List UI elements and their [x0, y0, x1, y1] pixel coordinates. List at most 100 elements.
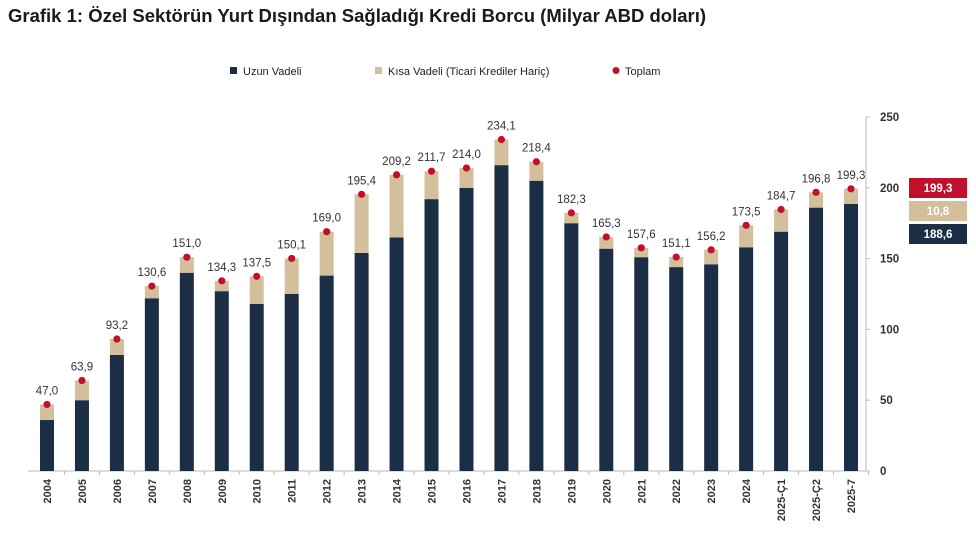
toplam-marker [567, 209, 575, 217]
bar-kisa-vadeli [669, 257, 684, 268]
x-tick-label: 2007 [147, 479, 159, 503]
x-tick-label: 2005 [77, 479, 89, 503]
data-label: 47,0 [36, 385, 58, 397]
bar-uzun-vadeli [564, 223, 579, 471]
bar-uzun-vadeli [109, 354, 124, 471]
callout-box [909, 224, 967, 244]
toplam-marker [462, 164, 471, 172]
toplam-marker [392, 171, 401, 179]
x-tick-label: 2021 [636, 479, 648, 503]
bar-uzun-vadeli [40, 420, 54, 471]
bar-uzun-vadeli [774, 231, 789, 471]
bar-kisa-vadeli [214, 280, 229, 292]
bar-kisa-vadeli [494, 139, 509, 166]
bar-uzun-vadeli [459, 187, 474, 472]
legend-marker [612, 67, 620, 74]
data-label: 209,2 [382, 156, 411, 168]
bar-uzun-vadeli [249, 303, 264, 471]
toplam-marker [742, 221, 750, 229]
data-label: 195,4 [347, 175, 376, 187]
x-tick-label: 2018 [531, 479, 543, 503]
bar-kisa-vadeli [249, 276, 264, 304]
bar-uzun-vadeli [529, 180, 544, 471]
callout-label: 10,8 [927, 206, 950, 218]
bar-uzun-vadeli [284, 294, 299, 471]
data-label: 63,9 [71, 362, 93, 374]
bar-kisa-vadeli [40, 404, 54, 421]
legend-label: Toplam [625, 66, 660, 78]
toplam-marker [288, 254, 296, 263]
data-label: 165,3 [592, 218, 621, 230]
bar-uzun-vadeli [669, 267, 684, 471]
bar-uzun-vadeli [74, 400, 89, 471]
y-tick-label: 150 [880, 254, 899, 266]
bar-kisa-vadeli [844, 188, 858, 204]
data-label: 156,2 [697, 231, 726, 243]
bar-uzun-vadeli [739, 247, 754, 471]
data-label: 134,3 [207, 262, 236, 274]
data-label: 182,3 [557, 194, 586, 206]
bar-uzun-vadeli [144, 298, 159, 471]
data-label: 150,1 [277, 239, 306, 251]
toplam-marker [43, 400, 51, 409]
x-tick-label: 2025-7 [846, 479, 858, 513]
callout-box [909, 201, 967, 221]
toplam-marker [358, 190, 366, 198]
x-tick-label: 2020 [601, 479, 613, 503]
y-tick-label: 0 [880, 466, 886, 478]
data-label: 173,5 [732, 206, 761, 218]
bar-kisa-vadeli [564, 212, 579, 224]
x-tick-label: 2017 [496, 479, 508, 503]
bar-kisa-vadeli [284, 258, 299, 294]
data-label: 169,0 [312, 213, 341, 225]
bar-kisa-vadeli [354, 194, 369, 253]
toplam-marker [323, 228, 331, 236]
x-tick-label: 2025-Ç1 [776, 479, 788, 521]
x-tick-label: 2011 [287, 479, 299, 503]
data-label: 184,7 [767, 190, 796, 202]
data-label: 130,6 [137, 267, 166, 279]
x-tick-label: 2015 [427, 479, 439, 503]
data-label: 211,7 [418, 152, 446, 164]
x-tick-label: 2016 [461, 479, 473, 503]
bar-kisa-vadeli [774, 209, 789, 232]
toplam-marker [497, 135, 506, 144]
bar-kisa-vadeli [739, 225, 754, 248]
toplam-marker [847, 185, 855, 193]
toplam-marker [218, 277, 226, 285]
toplam-marker [637, 244, 645, 252]
bar-uzun-vadeli [354, 252, 369, 471]
bar-kisa-vadeli [179, 257, 194, 273]
bar-uzun-vadeli [844, 203, 858, 472]
bar-uzun-vadeli [704, 264, 719, 471]
toplam-marker [427, 167, 436, 175]
bar-kisa-vadeli [459, 167, 474, 188]
toplam-marker [672, 253, 680, 261]
x-tick-label: 2013 [357, 479, 369, 503]
x-tick-label: 2022 [671, 479, 683, 503]
x-tick-label: 2004 [42, 478, 54, 503]
bar-uzun-vadeli [809, 207, 824, 471]
data-label: 151,0 [172, 238, 201, 250]
bar-kisa-vadeli [109, 339, 124, 355]
y-tick-label: 100 [880, 324, 899, 336]
data-label: 157,6 [627, 229, 656, 241]
bar-kisa-vadeli [599, 236, 614, 249]
y-tick-label: 250 [880, 112, 899, 124]
x-tick-label: 2010 [252, 479, 264, 503]
bar-kisa-vadeli [389, 174, 404, 238]
toplam-marker [183, 253, 191, 261]
toplam-marker [812, 188, 820, 196]
bar-kisa-vadeli [704, 249, 719, 265]
bar-kisa-vadeli [634, 247, 649, 258]
data-label: 151,1 [662, 238, 691, 250]
toplam-marker [113, 335, 121, 343]
x-tick-label: 2023 [706, 479, 718, 503]
callout-box [909, 178, 967, 198]
bar-kisa-vadeli [809, 192, 824, 208]
x-tick-label: 2008 [182, 479, 194, 503]
toplam-marker [148, 282, 156, 290]
y-tick-label: 50 [880, 395, 893, 407]
data-label: 214,0 [452, 149, 481, 161]
x-tick-label: 2014 [392, 478, 404, 503]
